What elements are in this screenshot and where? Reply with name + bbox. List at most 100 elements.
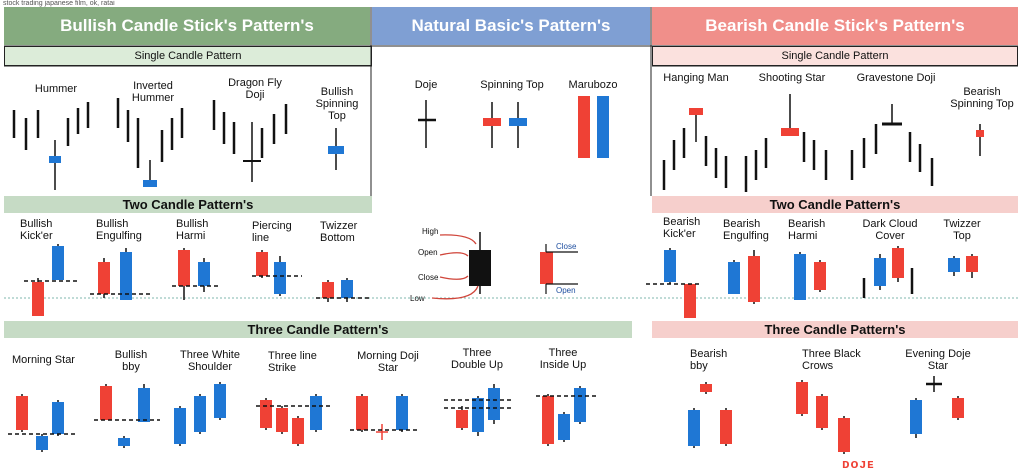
label-twizzer-bottom: Twizzer Bottom	[320, 220, 358, 244]
candle-body	[120, 252, 132, 300]
candle-body	[194, 396, 206, 432]
candle-body	[292, 418, 304, 444]
label-hanging-man: Hanging Man	[663, 72, 729, 84]
bullish-header: Bullish Candle Stick's Pattern's	[4, 7, 370, 45]
label-three-white-shoulder: Three White Shoulder	[180, 349, 240, 373]
label-gravestone-doji: Gravestone Doji	[856, 72, 936, 84]
candle-body	[728, 262, 740, 294]
candle-body	[948, 258, 960, 272]
label-piercing-line: Piercing line	[252, 220, 292, 244]
bullish-two-title-text: Two Candle Pattern's	[122, 197, 254, 212]
label-bearish-engulfing: Bearish Engulfing	[723, 218, 769, 242]
label-morning-doji-star: Morning Doji Star	[357, 350, 419, 374]
candle-body	[36, 436, 48, 450]
label-bearish-harmi: Bearish Harmi	[788, 218, 826, 242]
candle-body	[100, 386, 112, 420]
bullish-three-title: Three Candle Pattern's	[4, 321, 632, 338]
candle-body	[558, 414, 570, 440]
candle-body	[49, 156, 61, 163]
candle-body	[456, 410, 468, 428]
label-bullish-harmi: Bullish Harmi	[176, 218, 209, 242]
candle-body	[509, 118, 527, 126]
diagram-open: Open	[418, 248, 438, 257]
label-hummer: Hummer	[34, 83, 78, 95]
diagram-high: High	[422, 227, 439, 236]
bearish-single-title-text: Single Candle Pattern	[781, 50, 889, 62]
candle-body	[16, 396, 28, 430]
label-doje: Doje	[414, 79, 438, 91]
candle-body	[966, 256, 978, 272]
candle-body	[52, 402, 64, 434]
candle-body	[689, 108, 703, 115]
candle-body	[214, 384, 226, 418]
candle-body	[664, 250, 676, 282]
candle-body	[838, 418, 850, 452]
label-dark-cloud-cover: Dark Cloud Cover	[862, 218, 918, 242]
candle-body	[574, 388, 586, 422]
candle-body	[52, 246, 64, 280]
candle-body	[276, 408, 288, 432]
candle-body	[260, 400, 272, 428]
candle-body	[356, 396, 368, 430]
candle-body	[748, 256, 760, 302]
bearish-two-title: Two Candle Pattern's	[652, 196, 1018, 213]
label-bullish-spinning-top: Bullish Spinning Top	[315, 86, 359, 122]
bearish-two-title-text: Two Candle Pattern's	[769, 197, 901, 212]
candle-body	[341, 280, 353, 298]
candle-body	[781, 128, 799, 136]
label-inverted-hummer: Inverted Hummer	[131, 80, 175, 104]
candle-body	[483, 118, 501, 126]
candle-body	[796, 382, 808, 414]
bearish-three-title: Three Candle Pattern's	[652, 321, 1018, 338]
watermark-text: ᴅᴏᴊᴇ	[842, 456, 875, 471]
label-bearish-bby: Bearish bby	[690, 348, 728, 372]
bullish-header-title: Bullish Candle Stick's Pattern's	[60, 16, 314, 35]
diagram-arrow	[439, 275, 469, 280]
natural-header-title: Natural Basic's Pattern's	[411, 16, 611, 35]
diagram-close: Close	[418, 273, 439, 282]
label-bullish-kicker: Bullish Kick'er	[20, 218, 53, 242]
candle-body	[688, 410, 700, 446]
bearish-three-title-text: Three Candle Pattern's	[764, 322, 906, 337]
candle-body	[138, 388, 150, 422]
candle-body	[178, 250, 190, 286]
diagram-open-right: Open	[556, 286, 576, 295]
diagram-arrow	[439, 234, 477, 245]
label-three-black-crows: Three Black Crows	[802, 348, 861, 372]
diagram-body	[469, 250, 491, 286]
candle-body	[310, 396, 322, 430]
bullish-three-title-text: Three Candle Pattern's	[247, 322, 389, 337]
label-morning-star: Morning Star	[12, 354, 75, 366]
bearish-header: Bearish Candle Stick's Pattern's	[652, 7, 1018, 45]
bullish-single-title-text: Single Candle Pattern	[134, 50, 242, 62]
diagram-arrow	[439, 252, 469, 257]
candle-body	[396, 396, 408, 430]
candle-body	[256, 252, 268, 276]
diagram-close-right: Close	[556, 242, 577, 251]
label-three-double-up: Three Double Up	[451, 347, 503, 371]
label-three-inside-up: Three Inside Up	[539, 347, 587, 371]
candle-body	[328, 146, 344, 154]
bullish-two-title: Two Candle Pattern's	[4, 196, 372, 213]
label-spinning-top: Spinning Top	[480, 79, 544, 91]
candle-body	[910, 400, 922, 434]
bearish-header-title: Bearish Candle Stick's Pattern's	[705, 16, 965, 35]
candle-body	[32, 282, 44, 316]
label-dragonfly-doji: Dragon Fly Doji	[228, 77, 282, 101]
label-twizzer-top: Twizzer Top	[943, 218, 981, 242]
label-marubozo: Marubozo	[568, 79, 618, 91]
candle-body	[198, 262, 210, 286]
candle-body	[874, 258, 886, 286]
candle-body	[794, 254, 806, 300]
candle-body	[322, 282, 334, 298]
candle-body	[243, 160, 261, 162]
diagram-body-right	[540, 252, 553, 284]
label-bullish-engulfing: Bullish Engulfing	[96, 218, 142, 242]
marubozo-red	[578, 96, 590, 158]
label-bearish-spinning-top: Bearish Spinning Top	[950, 86, 1014, 110]
marubozo-blue	[597, 96, 609, 158]
natural-header: Natural Basic's Pattern's	[372, 7, 650, 45]
candle-body	[488, 388, 500, 420]
label-shooting-star: Shooting Star	[758, 72, 826, 84]
